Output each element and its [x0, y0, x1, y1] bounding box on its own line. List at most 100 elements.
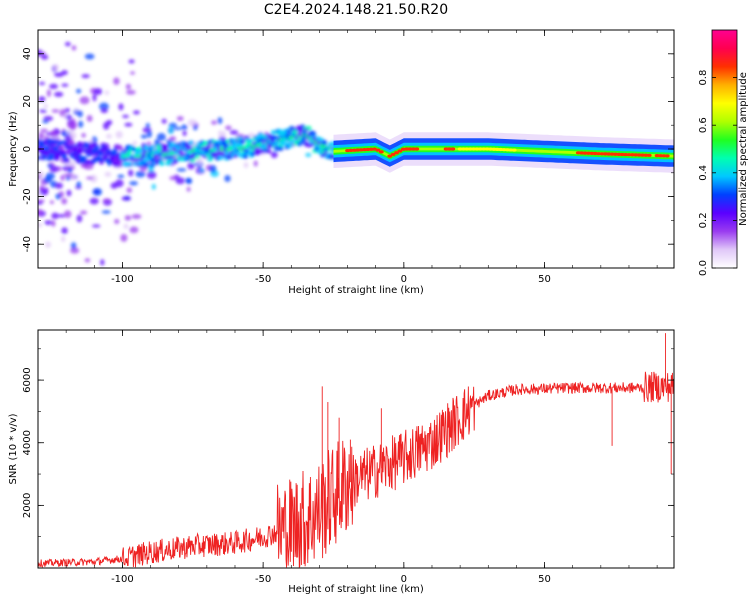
spectrogram-hot-cell — [378, 150, 384, 154]
spectrogram-cell — [125, 83, 131, 90]
spectrogram-cell — [224, 175, 231, 183]
spectrogram-cell — [60, 235, 66, 242]
spectrogram-cell — [121, 196, 131, 201]
spectrogram-hot-cell — [481, 147, 487, 151]
spectrogram-cell — [229, 130, 239, 135]
spectrogram-cell — [218, 129, 223, 138]
spectrogram-cell — [65, 130, 74, 134]
spectrogram-cell — [146, 171, 157, 179]
spectrogram-cell — [132, 140, 138, 146]
spectrogram-cell — [217, 117, 223, 125]
spectrogram-cell — [126, 150, 132, 155]
spectrogram-cell — [46, 89, 52, 97]
spectrogram-hot-cell — [664, 154, 670, 158]
spectrogram-cell — [173, 126, 183, 130]
snr-ylabel: SNR (10 * v/v) — [8, 413, 19, 484]
spectrogram-cell — [66, 150, 72, 155]
spectrogram-blobs — [38, 41, 338, 266]
spectrogram-cell — [64, 108, 71, 113]
spectrogram-cell — [177, 149, 183, 155]
spectrogram-hot-cell — [474, 147, 480, 151]
colorbar-gradient — [711, 29, 738, 269]
spectrogram-cell — [84, 258, 91, 263]
spectrogram-cell — [76, 214, 83, 223]
spectrogram-cell — [86, 176, 94, 180]
spectrogram-hot-cell — [411, 147, 416, 151]
spectrogram-cell — [161, 118, 167, 124]
spectrogram-hot-cell — [633, 153, 639, 157]
spectrogram-cell — [81, 74, 90, 79]
spectrogram-cell — [101, 210, 111, 214]
spectrogram-cell — [128, 169, 134, 177]
spectrogram-cell — [54, 72, 64, 78]
spectrogram-cell — [156, 133, 166, 141]
spectrogram-cell — [272, 135, 278, 140]
spectrogram-cell — [98, 151, 105, 157]
spectrogram-cell — [175, 177, 185, 185]
spectrogram-cell — [104, 171, 112, 177]
spectrogram-cell — [92, 93, 97, 102]
spectrogram-cell — [126, 161, 132, 167]
colorbar-tick-label: 0.6 — [698, 117, 709, 133]
spectrogram-cell — [176, 168, 187, 172]
spectrogram-cell — [176, 116, 184, 121]
y-tick-label: -40 — [22, 236, 33, 252]
spectrogram-cell — [66, 165, 76, 170]
spectrogram-hot-cell — [461, 147, 466, 151]
spectrogram-cell — [44, 146, 50, 151]
spectrogram-hot-cell — [394, 151, 399, 155]
spectrogram-hot-cell — [602, 152, 608, 156]
spectrogram-cell — [305, 152, 312, 158]
spectrogram-cell — [118, 103, 124, 111]
spectrogram-hot-cell — [661, 154, 667, 158]
x-tick-label: -100 — [111, 274, 134, 285]
spectrogram-cell — [38, 81, 46, 86]
spectrogram-cell — [154, 139, 160, 147]
spectrogram-cell — [77, 154, 83, 159]
spectrogram-cell — [185, 144, 191, 149]
colorbar-ticks: 0.0 0.2 0.4 0.6 0.8 — [698, 70, 737, 276]
spectrogram-cell — [128, 59, 135, 64]
spectrogram-cell — [47, 163, 52, 168]
x-tick-label: -50 — [255, 574, 271, 585]
spectrogram-cell — [126, 89, 136, 95]
spectrogram-cell — [57, 214, 66, 218]
x-tick-label: -50 — [255, 274, 271, 285]
spectrogram-cell — [186, 186, 191, 192]
spectrogram-hot-cell — [626, 153, 632, 157]
spectrogram-cell — [79, 210, 88, 215]
spectrogram-cell — [38, 208, 43, 217]
spectrogram-hot-cell — [654, 153, 660, 158]
spectrogram-cell — [83, 164, 94, 170]
spectrogram-cell — [49, 165, 59, 173]
spectrogram-cell — [51, 212, 59, 220]
colorbar-tick-label: 0.4 — [698, 165, 709, 181]
spectrogram-cell — [169, 176, 178, 181]
spectrogram-cell — [41, 54, 49, 60]
spectrogram-hot-cell — [511, 148, 517, 152]
spectrogram-cell — [52, 139, 58, 144]
spectrogram-cell — [42, 119, 49, 124]
spectrogram-cell — [100, 259, 105, 266]
colorbar: 0.0 0.2 0.4 0.6 0.8 Normalized spectral ampl… — [698, 29, 749, 276]
spectrogram-cell — [77, 120, 84, 128]
spectrogram-cell — [39, 185, 45, 192]
spectrogram-cell — [61, 197, 68, 205]
spectrogram-cell — [91, 224, 101, 228]
spectrogram-cell — [54, 182, 64, 189]
spectrogram-cell — [221, 131, 227, 137]
spectrogram-cell — [76, 88, 82, 94]
spectrogram-cell — [173, 158, 179, 164]
spectrogram-hot-cell — [404, 147, 410, 151]
snr-line-layer — [38, 333, 674, 568]
spectrogram-cell — [61, 227, 68, 235]
spectrogram-cell — [40, 128, 48, 133]
x-tick-label: 0 — [401, 574, 407, 585]
spectrogram-cell — [53, 156, 60, 161]
spectrogram-cell — [84, 159, 91, 165]
spectrogram-cell — [122, 162, 128, 167]
spectrogram-hot-cell — [407, 147, 413, 151]
spectrogram-cell — [131, 214, 142, 219]
spectrogram-cell — [292, 129, 298, 135]
spectrogram-hot-cell — [447, 147, 452, 151]
